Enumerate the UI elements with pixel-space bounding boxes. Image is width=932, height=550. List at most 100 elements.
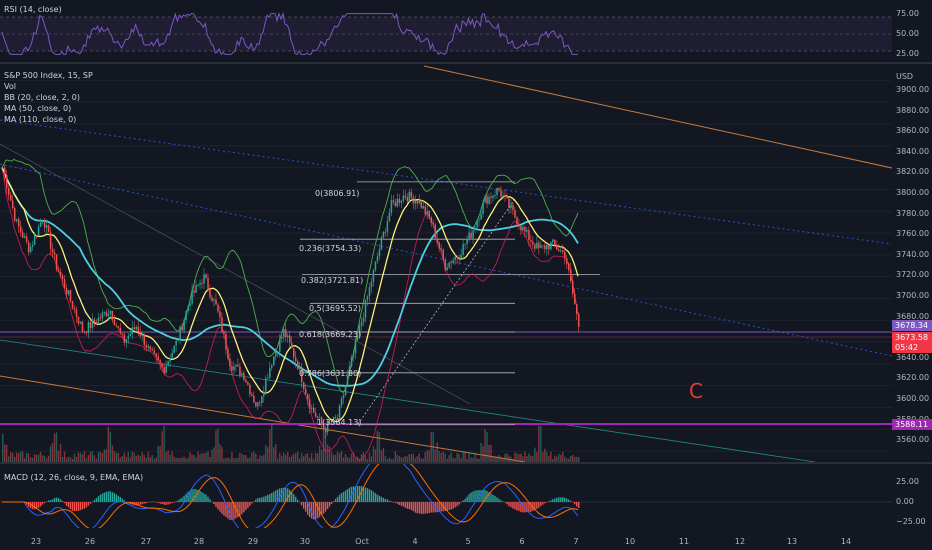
price-pane[interactable]: S&P 500 Index, 15, SP Vol BB (20, close,… (0, 64, 932, 462)
volume-bar (566, 458, 568, 462)
volume-bar (133, 452, 135, 462)
candle-body (438, 242, 440, 249)
volume-bar (338, 453, 341, 462)
volume-bar (239, 452, 241, 462)
macd-histogram-bar (173, 502, 175, 503)
volume-bar (271, 424, 273, 462)
volume-bar (542, 451, 544, 462)
candle-body (127, 335, 130, 340)
volume-bar (177, 457, 179, 462)
macd-histogram-bar (464, 498, 466, 502)
macd-histogram-bar (328, 502, 331, 507)
volume-bar (376, 430, 379, 462)
macd-histogram-bar (125, 501, 127, 503)
volume-bar (410, 454, 412, 462)
candle-body (157, 356, 159, 361)
candle-body (508, 198, 510, 208)
macd-histogram-bar (73, 502, 76, 512)
candle-body (107, 313, 110, 317)
pane-separator-bottom[interactable] (0, 462, 932, 464)
volume-bar (508, 455, 510, 462)
macd-histogram-bar (43, 502, 46, 504)
volume-bar (75, 456, 78, 462)
volume-bar (83, 451, 86, 462)
candle-body (542, 245, 544, 247)
candle-body (151, 349, 153, 351)
volume-bar (332, 454, 335, 462)
candle-body (179, 326, 181, 341)
candle-body (344, 386, 347, 396)
candle-body (137, 326, 140, 332)
legend-bb[interactable]: BB (20, close, 2, 0) (4, 93, 80, 102)
pane-separator-top[interactable] (0, 62, 932, 64)
macd-histogram-bar (59, 499, 62, 502)
candle-body (147, 346, 149, 348)
macd-histogram-bar (488, 492, 490, 502)
macd-histogram-bar (364, 487, 367, 502)
macd-histogram-bar (105, 491, 108, 502)
volume-bar (129, 457, 131, 462)
volume-bar (87, 455, 90, 462)
candle-body (518, 224, 520, 227)
legend-ma110[interactable]: MA (110, close, 0) (4, 115, 77, 124)
macd-legend[interactable]: MACD (12, 26, close, 9, EMA, EMA) (4, 473, 144, 482)
volume-bar (326, 444, 329, 462)
candle-body (330, 423, 333, 424)
volume-bar (109, 431, 112, 462)
time-tick: 13 (786, 537, 798, 546)
legend-vol[interactable]: Vol (4, 82, 16, 91)
macd-histogram-bar (444, 502, 446, 511)
macd-histogram-bar (71, 502, 74, 511)
macd-histogram-bar (51, 499, 54, 502)
candle-body (243, 373, 245, 380)
candle-body (510, 205, 512, 208)
volume-bar (482, 446, 484, 462)
legend-symbol[interactable]: S&P 500 Index, 15, SP (4, 71, 93, 80)
volume-bar (205, 452, 207, 462)
macd-histogram-bar (402, 502, 405, 507)
legend-ma50[interactable]: MA (50, close, 0) (4, 104, 72, 113)
macd-histogram-bar (574, 502, 576, 505)
macd-histogram-bar (263, 496, 265, 502)
volume-bar (121, 455, 123, 462)
candle-body (486, 196, 488, 204)
candle-body (472, 230, 474, 239)
candle-body (237, 364, 239, 367)
macd-histogram-bar (406, 502, 408, 509)
candle-body (19, 226, 22, 233)
macd-histogram-bar (197, 489, 199, 502)
volume-bar (436, 442, 438, 462)
volume-bar (346, 456, 349, 462)
main-legend[interactable]: S&P 500 Index, 15, SP Vol BB (20, close,… (4, 70, 93, 125)
volume-bar (193, 454, 195, 462)
volume-bar (426, 450, 428, 462)
volume-bar (227, 457, 229, 462)
macd-histogram-bar (255, 499, 257, 502)
candle-body (95, 322, 98, 324)
candle-body (334, 417, 337, 419)
candle-body (570, 269, 572, 281)
macd-histogram-bar (476, 490, 478, 502)
candle-body (380, 237, 383, 250)
macd-histogram-bar (85, 502, 88, 508)
rsi-pane[interactable]: RSI (14, close) 75.00 50.00 25.00 (0, 0, 932, 62)
candle-body (35, 235, 38, 236)
macd-histogram-bar (448, 502, 450, 511)
macd-pane[interactable]: MACD (12, 26, close, 9, EMA, EMA) 25.00 … (0, 464, 932, 528)
candle-body (69, 290, 72, 301)
macd-histogram-bar (215, 502, 217, 508)
macd-histogram-bar (175, 501, 177, 502)
candle-body (424, 206, 427, 215)
candle-body (165, 365, 167, 374)
volume-bar (159, 446, 161, 462)
macd-histogram-bar (482, 489, 484, 502)
volume-bar (49, 446, 52, 462)
volume-bar (173, 456, 175, 462)
macd-histogram-bar (388, 500, 391, 502)
volume-bar (340, 451, 343, 462)
rsi-legend[interactable]: RSI (14, close) (4, 5, 62, 14)
macd-histogram-bar (87, 502, 90, 506)
macd-histogram-bar (512, 502, 514, 509)
candle-body (342, 395, 345, 399)
candle-body (167, 361, 169, 366)
